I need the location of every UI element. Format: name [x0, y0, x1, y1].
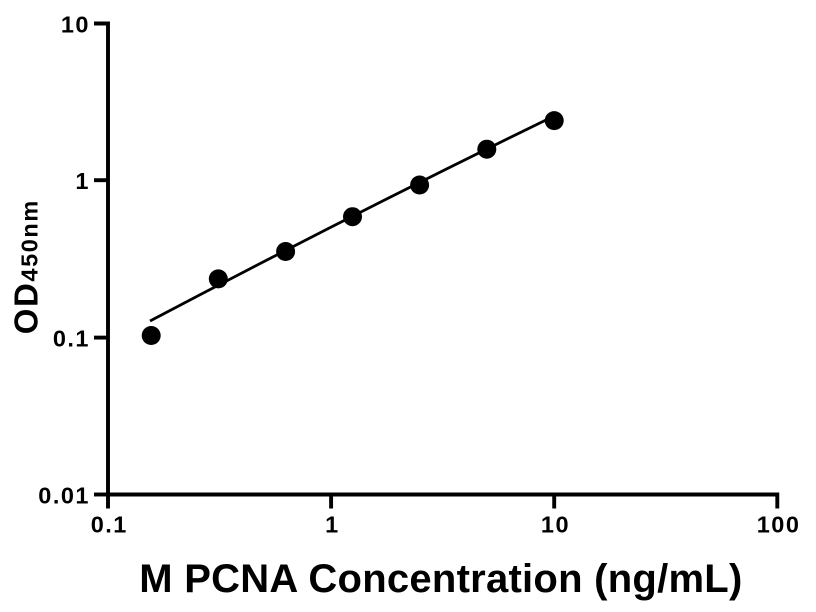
svg-text:10: 10 — [541, 512, 570, 538]
svg-text:M PCNA Concentration (ng/mL): M PCNA Concentration (ng/mL) — [139, 557, 742, 601]
svg-text:0.01: 0.01 — [38, 483, 90, 509]
svg-text:100: 100 — [757, 512, 801, 538]
svg-text:10: 10 — [61, 12, 90, 38]
svg-text:0.1: 0.1 — [91, 512, 128, 538]
svg-text:0.1: 0.1 — [53, 326, 90, 352]
svg-text:1: 1 — [325, 512, 340, 538]
svg-text:1: 1 — [75, 168, 90, 194]
